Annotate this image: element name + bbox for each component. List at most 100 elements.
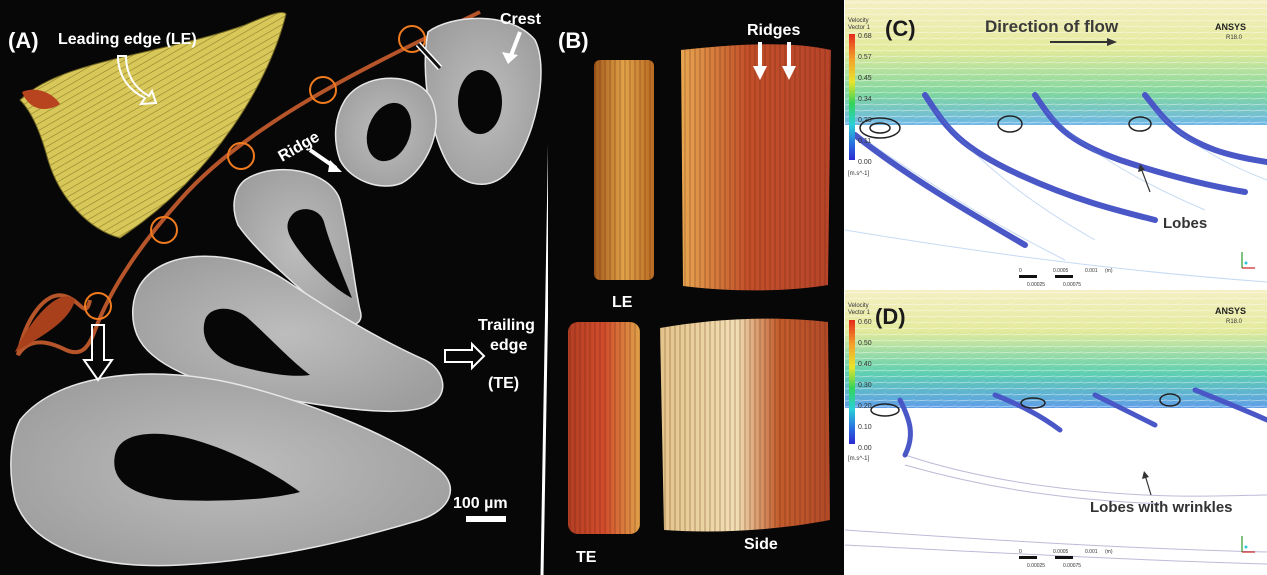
lobes-wrinkles-label: Lobes with wrinkles <box>1090 499 1233 516</box>
lobe-1 <box>897 397 913 458</box>
direction-label: Direction of flow <box>985 17 1119 36</box>
panel-c-label: (C) <box>885 16 916 41</box>
panel-b-figure: (B) LE Ridges TE Side <box>558 22 831 566</box>
ridge-arrowhead-1-icon <box>753 66 767 80</box>
panel-d-figure: Velocity Vector 1 0.60 0.50 0.40 0.30 0.… <box>845 290 1267 569</box>
vortex-1 <box>859 117 901 139</box>
legend-unit: [m.s^-1] <box>848 456 869 462</box>
section-marker-4 <box>150 216 178 244</box>
cross-section-4 <box>132 255 444 413</box>
legend-value: 0.60 <box>858 319 872 326</box>
leading-edge-render <box>19 11 287 239</box>
lobe-4 <box>1142 92 1267 165</box>
te-label: TE <box>576 549 597 566</box>
ansys-version: R18.0 <box>1226 319 1243 325</box>
svg-text:0.001: 0.001 <box>1085 549 1098 555</box>
legend-value: 0.50 <box>858 340 872 347</box>
cross-section-2 <box>334 77 437 187</box>
down-arrow-icon <box>82 324 114 382</box>
legend-value: 0.30 <box>858 382 872 389</box>
ridge-arrowhead-2-icon <box>782 66 796 80</box>
feather-tip <box>15 296 75 352</box>
legend-title-2: Vector 1 <box>848 310 871 316</box>
legend-value: 0.20 <box>858 403 872 410</box>
crest-label: Crest <box>500 11 542 28</box>
legend-color-bar <box>849 320 855 444</box>
section-marker-1 <box>398 25 426 53</box>
panel-c-flow-simulation: Velocity Vector 1 0.68 0.57 0.45 0.34 0.… <box>845 0 1267 290</box>
section-marker-5 <box>84 292 112 320</box>
legend-value: 0.00 <box>858 159 872 166</box>
lobe-profiles <box>852 92 1267 248</box>
crest-arrow-icon <box>508 31 522 59</box>
ridge-arrowhead-icon <box>328 160 342 172</box>
axis-triad-icon <box>1241 252 1255 269</box>
panel-d-label: (D) <box>875 304 906 329</box>
legend-value: 0.00 <box>858 445 872 452</box>
lobe-1 <box>852 132 1028 248</box>
svg-text:0.0005: 0.0005 <box>1053 268 1069 274</box>
length-scale: 0 0.0005 0.001 (m) 0.00025 0.00075 <box>1019 268 1113 288</box>
panel-a-cross-sections: (A) Leading edge (LE) Crest Ridge <box>0 0 548 575</box>
axis-triad-icon <box>1241 536 1255 553</box>
section-marker-3 <box>227 142 255 170</box>
direction-arrowhead-icon <box>1107 38 1117 46</box>
ridges-label: Ridges <box>747 22 800 39</box>
svg-text:0.00025: 0.00025 <box>1027 563 1045 569</box>
leading-edge-label: Leading edge (LE) <box>58 31 197 48</box>
crest-arrowhead-icon <box>502 52 518 64</box>
svg-text:0.001: 0.001 <box>1085 268 1098 274</box>
scale-bar <box>466 516 506 522</box>
ansys-brand: ANSYS <box>1215 22 1246 32</box>
lobes-pointer-icon <box>1140 167 1151 193</box>
svg-text:0.0005: 0.0005 <box>1053 549 1069 555</box>
scale-bar-label: 100 µm <box>453 495 508 512</box>
section-marker-2 <box>309 76 337 104</box>
svg-text:0: 0 <box>1019 549 1022 555</box>
legend-title-2: Vector 1 <box>848 25 871 31</box>
ansys-version: R18.0 <box>1226 35 1243 41</box>
ridge-label: Ridge <box>276 128 323 165</box>
svg-text:0.00075: 0.00075 <box>1063 282 1081 288</box>
legend-unit: [m.s^-1] <box>848 171 869 177</box>
vortex-3 <box>1128 116 1152 132</box>
svg-text:0.00075: 0.00075 <box>1063 563 1081 569</box>
lobe-3 <box>1032 92 1248 195</box>
vortices <box>870 393 1181 417</box>
svg-text:0: 0 <box>1019 268 1022 274</box>
trailing-edge-label-1: Trailing <box>478 317 535 334</box>
trailing-edge-label-3: (TE) <box>488 375 519 392</box>
panel-c-figure: Velocity Vector 1 0.68 0.57 0.45 0.34 0.… <box>845 0 1267 288</box>
trailing-edge-label-2: edge <box>490 337 527 354</box>
legend-value: 0.45 <box>858 75 872 82</box>
legend-value: 0.40 <box>858 361 872 368</box>
lobe-3 <box>1092 392 1158 428</box>
le-label: LE <box>612 294 633 311</box>
legend-value: 0.23 <box>858 117 872 124</box>
panel-a-figure: (A) Leading edge (LE) Crest Ridge <box>8 10 542 567</box>
panel-b-surface-renders: (B) LE Ridges TE Side <box>548 0 844 575</box>
lobe-2 <box>992 392 1063 433</box>
cross-section-1 <box>424 17 542 185</box>
panel-d-flow-simulation: Velocity Vector 1 0.60 0.50 0.40 0.30 0.… <box>845 290 1267 575</box>
streamlines <box>845 454 1267 565</box>
wrinkled-lobe-profiles <box>897 387 1267 458</box>
side-label: Side <box>744 536 778 553</box>
vortex-2 <box>1020 397 1046 409</box>
cross-section-5 <box>10 373 451 567</box>
svg-text:(m): (m) <box>1105 268 1113 274</box>
streamlines <box>845 109 1267 283</box>
svg-text:(m): (m) <box>1105 549 1113 555</box>
legend-value: 0.11 <box>858 138 871 145</box>
feather-rachis <box>16 10 481 357</box>
panel-a-label: (A) <box>8 28 39 53</box>
lobe-4 <box>1192 387 1267 423</box>
legend-title-1: Velocity <box>848 18 869 24</box>
vortices <box>859 115 1152 139</box>
leading-edge-arrow-icon <box>116 55 158 106</box>
trailing-edge-arrow-icon <box>444 341 486 371</box>
panel-b-label: (B) <box>558 28 589 53</box>
length-scale: 0 0.0005 0.001 (m) 0.00025 0.00075 <box>1019 549 1113 569</box>
vortex-2 <box>997 115 1023 133</box>
lobes-pointer-icon <box>1144 474 1152 496</box>
